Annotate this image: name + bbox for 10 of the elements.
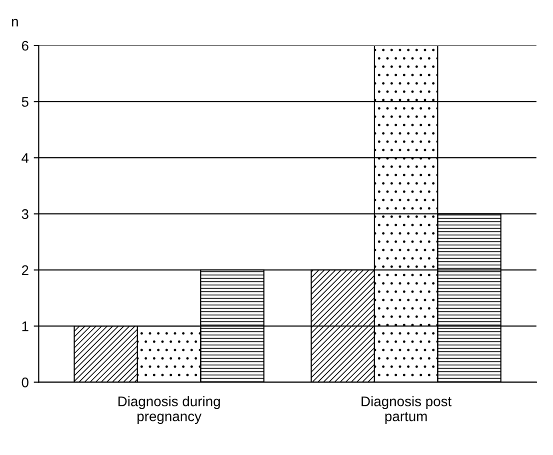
x-tick-label: Diagnosis post partum	[362, 396, 452, 424]
y-tick-label: 0	[22, 378, 28, 388]
y-tick-label: 2	[22, 265, 28, 275]
y-tick-label: 5	[22, 97, 28, 107]
y-tick-label: 6	[22, 40, 28, 51]
y-axis-title: n	[12, 18, 18, 26]
y-tick-label: 4	[22, 153, 29, 163]
y-tick-label: 1	[22, 322, 28, 332]
x-tick-label: Diagnosis during pregnancy	[118, 396, 220, 424]
y-tick-label: 3	[22, 209, 28, 220]
